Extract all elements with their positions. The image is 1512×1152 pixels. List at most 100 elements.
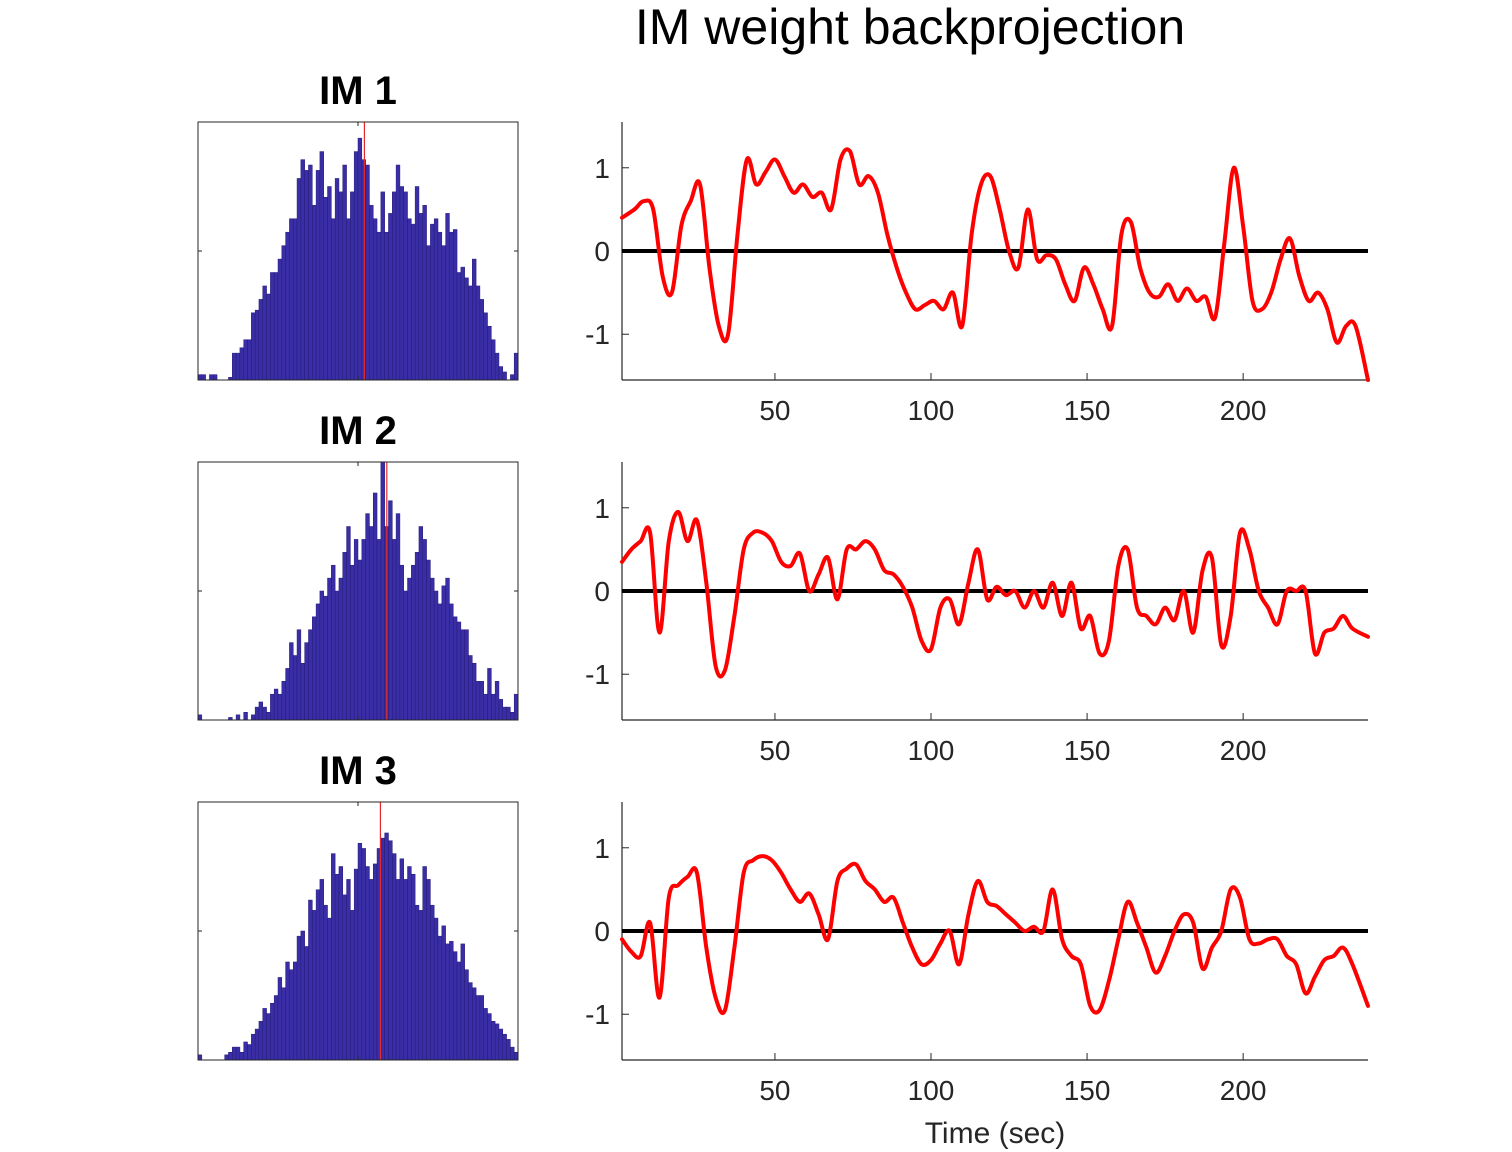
weight-trace-line bbox=[620, 509, 1370, 679]
histogram-bar bbox=[300, 930, 305, 1061]
histogram-bar bbox=[452, 951, 458, 1061]
y-tick-label: -1 bbox=[585, 999, 610, 1030]
histogram-bar bbox=[376, 231, 382, 381]
histogram-bar bbox=[372, 863, 378, 1061]
histogram-bar bbox=[315, 170, 321, 381]
histogram-bar bbox=[460, 266, 465, 381]
histogram-bar bbox=[228, 1052, 233, 1061]
histogram-bar bbox=[372, 492, 378, 721]
histogram-bar bbox=[445, 943, 450, 1061]
histogram-bar bbox=[414, 552, 420, 721]
histogram-bar bbox=[361, 159, 366, 381]
histogram-bar bbox=[262, 706, 267, 721]
histogram-bar bbox=[483, 693, 488, 721]
histogram-bar bbox=[464, 969, 469, 1061]
histogram-bar bbox=[433, 590, 439, 721]
histogram-bar bbox=[289, 969, 294, 1061]
histogram-bar bbox=[353, 151, 359, 381]
histogram-bar bbox=[300, 159, 305, 381]
histogram-bar bbox=[266, 1013, 271, 1061]
histogram-bar bbox=[460, 629, 465, 721]
histogram-bar bbox=[468, 285, 473, 381]
histogram-bar bbox=[479, 995, 484, 1061]
histogram-bar bbox=[289, 642, 294, 721]
histogram-bar bbox=[209, 374, 214, 381]
histogram-bar bbox=[498, 699, 504, 721]
histogram-bar bbox=[258, 1021, 264, 1061]
y-tick-label: 0 bbox=[594, 576, 610, 607]
histogram-bar bbox=[483, 1008, 488, 1061]
histogram-bar bbox=[251, 1033, 256, 1061]
histogram-bar bbox=[296, 178, 302, 381]
histogram-bar bbox=[342, 164, 347, 381]
y-tick-label: 0 bbox=[594, 916, 610, 947]
histogram-bar bbox=[472, 662, 477, 721]
histogram-bar bbox=[262, 285, 267, 381]
histogram-bar bbox=[243, 1041, 248, 1061]
histogram-bar bbox=[201, 374, 206, 381]
histogram-bar bbox=[460, 943, 465, 1061]
histogram-bar bbox=[281, 245, 286, 381]
histogram-bar bbox=[266, 712, 271, 721]
histogram-bar bbox=[475, 995, 481, 1061]
histogram-bar bbox=[277, 693, 283, 721]
histogram-bar bbox=[239, 347, 244, 381]
histogram-bar bbox=[468, 655, 473, 721]
histogram-bar bbox=[296, 629, 302, 721]
histogram-bar bbox=[296, 935, 302, 1061]
y-tick-label: -1 bbox=[585, 659, 610, 690]
histogram-bar bbox=[346, 526, 351, 721]
histogram-bar bbox=[292, 961, 298, 1061]
histogram-bar bbox=[487, 326, 492, 381]
histogram-bar bbox=[232, 1046, 237, 1061]
histogram-bar bbox=[441, 245, 446, 381]
histogram-bar bbox=[441, 585, 446, 721]
histogram-bar bbox=[235, 714, 241, 721]
histogram-bar bbox=[319, 879, 324, 1061]
histogram-bar bbox=[254, 706, 260, 721]
histogram-bar bbox=[312, 205, 317, 381]
histogram-bar bbox=[289, 218, 294, 381]
histogram-bar bbox=[392, 191, 397, 381]
histogram-bar bbox=[411, 873, 416, 1061]
histogram-bar bbox=[273, 272, 279, 381]
histogram-bar bbox=[327, 186, 332, 381]
histogram-bar bbox=[510, 712, 515, 721]
y-tick-label: 1 bbox=[594, 833, 610, 864]
histogram-bar bbox=[418, 213, 424, 381]
histogram-bar bbox=[334, 178, 340, 381]
histogram-bar bbox=[273, 995, 279, 1061]
histogram-bar bbox=[456, 621, 462, 721]
histogram-bar bbox=[472, 258, 477, 381]
x-axis-label: Time (sec) bbox=[925, 1117, 1066, 1150]
histogram-1-panel: IM 1 bbox=[197, 69, 519, 381]
histogram-bar bbox=[445, 213, 450, 381]
histogram-bar bbox=[365, 513, 370, 721]
histogram-bar bbox=[475, 285, 481, 381]
histogram-bar bbox=[449, 231, 454, 381]
histogram-bar bbox=[395, 879, 401, 1061]
x-tick-label: 200 bbox=[1220, 735, 1267, 766]
histogram-bar bbox=[411, 223, 416, 381]
histogram-bar bbox=[331, 564, 336, 721]
histogram-bar bbox=[212, 374, 218, 381]
histogram-bar bbox=[449, 603, 454, 721]
histogram-bar bbox=[369, 879, 374, 1061]
timecourse-3-plot: 1 0 -1 50 100 150 200 bbox=[585, 802, 1370, 1106]
histogram-bar bbox=[353, 868, 359, 1061]
histogram-bar bbox=[323, 197, 328, 381]
histogram-bar bbox=[365, 164, 370, 381]
histogram-bar bbox=[235, 1046, 241, 1061]
histogram-bar bbox=[403, 590, 408, 721]
histogram-bar bbox=[312, 910, 317, 1061]
x-tick-label: 100 bbox=[908, 735, 955, 766]
histogram-bar bbox=[399, 858, 404, 1061]
histogram-bar bbox=[407, 577, 412, 721]
histogram-bar bbox=[418, 526, 424, 721]
y-tick-label: 1 bbox=[594, 493, 610, 524]
histogram-bar bbox=[491, 1021, 496, 1061]
histogram-bar bbox=[395, 513, 401, 721]
histogram-bar bbox=[292, 655, 298, 721]
histogram-bar bbox=[251, 714, 256, 721]
